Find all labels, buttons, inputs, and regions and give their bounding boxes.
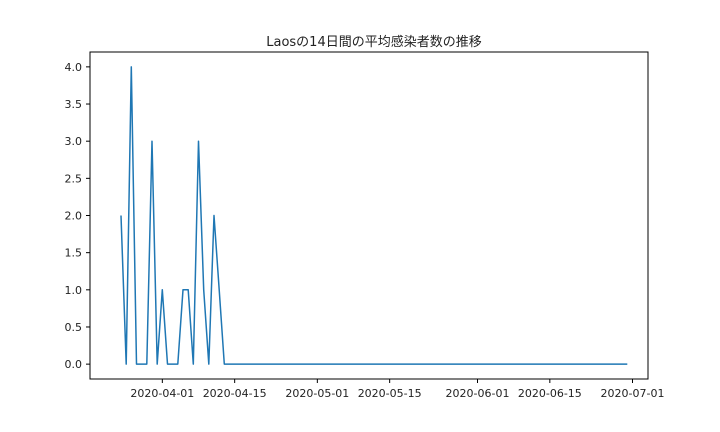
y-tick-label: 2.5: [65, 172, 83, 185]
y-tick-label: 2.0: [65, 210, 83, 223]
x-axis: 2020-04-01 2020-04-15 2020-05-01 2020-05-15…: [130, 379, 664, 400]
y-tick-label: 3.5: [65, 98, 83, 111]
x-tick-label: 2020-04-01: [130, 387, 194, 400]
y-tick-label: 0.0: [65, 358, 83, 371]
y-tick-label: 1.0: [65, 284, 83, 297]
x-tick-label: 2020-07-01: [601, 387, 665, 400]
series-line: [120, 66, 628, 365]
x-tick-label: 2020-05-01: [285, 387, 349, 400]
y-axis: 0.0 0.5 1.0 1.5 2.0 2.5 3.0 3.5 4.0: [65, 61, 90, 371]
y-tick-label: 0.5: [65, 321, 83, 334]
x-tick-label: 2020-04-15: [203, 387, 267, 400]
chart-title: Laosの14日間の平均感染者数の推移: [266, 34, 481, 50]
y-tick-label: 4.0: [65, 61, 83, 74]
x-tick-label: 2020-05-15: [358, 387, 422, 400]
x-tick-label: 2020-06-15: [518, 387, 582, 400]
x-tick-label: 2020-06-01: [446, 387, 510, 400]
y-tick-label: 3.0: [65, 135, 83, 148]
y-tick-label: 1.5: [65, 247, 83, 260]
plot-area: [89, 51, 649, 380]
series-layer: [120, 66, 628, 365]
